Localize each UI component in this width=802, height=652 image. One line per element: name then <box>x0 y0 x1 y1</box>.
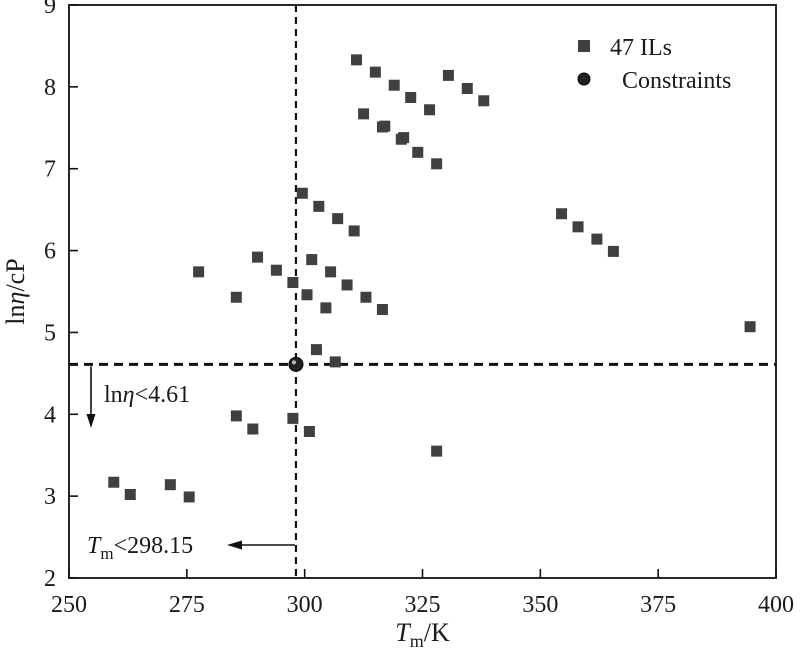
ils-point-37 <box>431 158 443 170</box>
ils-point-38 <box>431 445 443 457</box>
legend-label-constraints: Constraints <box>622 68 731 94</box>
ils-point-2 <box>164 479 176 491</box>
ils-point-41 <box>478 95 490 107</box>
tm-constraint-label: Tm<298.15 <box>87 533 193 563</box>
ils-point-18 <box>320 302 332 314</box>
y-tick-label-3: 3 <box>44 484 56 510</box>
x-tick-label-350: 350 <box>522 592 558 618</box>
constraint-point-highlight <box>291 360 296 365</box>
y-axis-title-pre: ln <box>1 304 30 324</box>
ils-point-11 <box>287 412 299 424</box>
eta-label-rest: <4.61 <box>135 382 191 408</box>
ils-point-44 <box>591 233 603 245</box>
eta-label-symbol: η <box>123 382 135 408</box>
ils-point-17 <box>313 200 325 212</box>
ils-point-1 <box>124 489 136 501</box>
x-tick-label-300: 300 <box>287 592 323 618</box>
ils-point-0 <box>108 476 120 488</box>
ils-point-45 <box>607 245 619 257</box>
ils-point-20 <box>329 356 341 368</box>
ils-point-7 <box>247 423 259 435</box>
y-tick-label-6: 6 <box>44 239 56 265</box>
y-axis-title-unit: /cP <box>1 258 30 291</box>
ils-point-8 <box>252 251 264 263</box>
y-tick-label-7: 7 <box>44 157 56 183</box>
ils-point-5 <box>230 291 242 303</box>
ils-point-24 <box>351 54 363 66</box>
constraint-point-0 <box>288 356 304 372</box>
ils-point-15 <box>306 254 318 266</box>
ils-point-30 <box>379 120 391 132</box>
y-tick-label-9: 9 <box>44 0 56 19</box>
ils-point-25 <box>358 108 370 120</box>
ils-point-19 <box>325 266 337 278</box>
y-tick-label-5: 5 <box>44 320 56 346</box>
tm-label-rest: <298.15 <box>114 533 194 559</box>
y-axis-title-symbol: η <box>1 292 30 305</box>
ils-point-26 <box>360 291 372 303</box>
y-axis-title: lnη/cP <box>1 258 30 324</box>
x-axis-title-main: T <box>395 618 411 647</box>
eta-arrow-head <box>86 414 96 428</box>
ils-point-35 <box>412 146 424 158</box>
ils-point-43 <box>572 221 584 233</box>
eta-constraint-label: lnη<4.61 <box>104 382 190 408</box>
ils-point-28 <box>376 304 388 316</box>
data-points <box>108 54 756 503</box>
x-axis-title-sub: m <box>410 631 424 651</box>
y-tick-label-8: 8 <box>44 75 56 101</box>
legend-label-ils: 47 ILs <box>610 35 672 61</box>
ils-point-34 <box>405 91 417 103</box>
axis-ticks: 250 275 300 325 350 375 400 2 3 4 5 6 7 8 9 <box>44 0 794 618</box>
x-tick-label-275: 275 <box>169 592 205 618</box>
x-tick-label-325: 325 <box>405 592 441 618</box>
ils-point-46 <box>744 321 756 333</box>
y-tick-label-2: 2 <box>44 566 56 592</box>
ils-point-21 <box>332 213 344 225</box>
ils-point-27 <box>369 66 381 78</box>
ils-point-12 <box>296 187 308 199</box>
ils-point-33 <box>398 132 410 144</box>
ils-point-36 <box>424 104 436 116</box>
x-axis-title: Tm/K <box>395 618 450 651</box>
eta-label-pre: ln <box>104 382 123 408</box>
ils-point-42 <box>556 208 568 220</box>
x-tick-label-250: 250 <box>51 592 87 618</box>
tm-label-main: T <box>87 533 102 559</box>
ils-point-10 <box>287 276 299 288</box>
tm-arrow-head <box>227 540 242 550</box>
ils-point-39 <box>442 69 454 81</box>
ils-point-9 <box>270 264 282 276</box>
ils-point-23 <box>348 225 360 237</box>
legend-marker-circle <box>577 72 591 86</box>
tm-label-sub: m <box>100 544 113 563</box>
ils-point-31 <box>388 79 400 91</box>
legend: 47 ILs Constraints <box>577 35 731 94</box>
legend-marker-square <box>578 40 590 52</box>
ils-point-4 <box>193 266 205 278</box>
x-tick-label-375: 375 <box>640 592 676 618</box>
ils-point-40 <box>461 82 473 94</box>
x-axis-title-unit: /K <box>424 618 450 647</box>
ils-point-22 <box>341 279 353 291</box>
ils-point-6 <box>230 410 242 422</box>
ils-point-16 <box>310 344 322 356</box>
y-tick-label-4: 4 <box>44 402 56 428</box>
ils-point-3 <box>183 491 195 503</box>
ils-point-13 <box>301 289 313 301</box>
ils-point-14 <box>303 425 315 437</box>
x-tick-label-400: 400 <box>758 592 794 618</box>
